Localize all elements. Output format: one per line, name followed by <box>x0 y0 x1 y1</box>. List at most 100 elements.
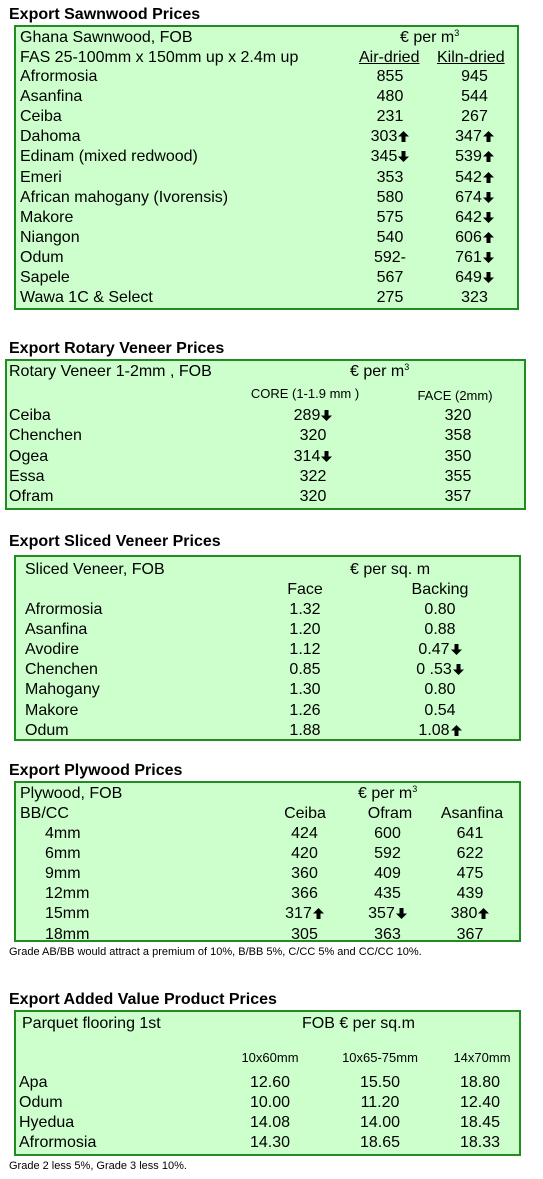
sliced-species: Asanfina <box>25 620 87 639</box>
sawnwood-air-price-text: 353 <box>376 168 404 186</box>
arrow-down-icon <box>452 664 464 676</box>
added-price-3: 18.33 <box>440 1133 520 1152</box>
sawnwood-air-price: 345 <box>350 147 430 166</box>
sawnwood-air-price-text: 580 <box>376 188 404 206</box>
sliced-species-text: Avodire <box>25 641 79 659</box>
added-price-3-text: 18.80 <box>459 1074 501 1091</box>
plywood-thickness: 6mm <box>45 844 81 863</box>
rotary-species-text: Ofram <box>9 488 54 506</box>
rotary-face-price: 355 <box>413 467 503 486</box>
plywood-ofram-price: 357 <box>345 904 430 923</box>
rotary-species-text: Ogea <box>9 447 49 465</box>
sliced-face-price: 1.12 <box>270 640 340 659</box>
sawnwood-species-text: Ceiba <box>20 108 62 126</box>
sawnwood-kiln-price-text: 674 <box>455 188 482 206</box>
rotary-face-price-text: 357 <box>444 488 472 506</box>
added-price-1: 12.60 <box>230 1073 310 1092</box>
sawnwood-kiln-price-text: 267 <box>461 108 488 126</box>
sliced-species-text: Odum <box>25 721 69 739</box>
added-price-1-text: 14.30 <box>249 1134 291 1152</box>
sliced-backing-price-text: 1.08 <box>418 721 450 739</box>
sawnwood-kiln-price: 267 <box>432 107 517 126</box>
sawnwood-kiln-price: 649 <box>432 268 517 287</box>
sawnwood-species: Sapele <box>20 268 70 287</box>
sliced-backing-price-text: 0.88 <box>424 621 456 639</box>
sawnwood-species-text: Niangon <box>20 228 80 246</box>
rotary-species: Essa <box>9 467 45 486</box>
arrow-down-icon <box>482 211 494 223</box>
plywood-ofram-price: 435 <box>345 884 430 903</box>
arrow-down-icon <box>482 251 494 263</box>
rotary-header: Rotary Veneer 1-2mm , FOB <box>9 363 212 380</box>
sawnwood-kiln-price-text: 347 <box>455 128 482 146</box>
plywood-ofram-price-text: 357 <box>368 905 395 923</box>
arrow-down-icon <box>321 410 333 421</box>
sliced-backing-price-text: 0 .53 <box>416 661 452 679</box>
rotary-face-price-text: 358 <box>444 427 472 445</box>
sawnwood-air-price-text: 345 <box>370 148 398 166</box>
sawnwood-kiln-price: 761 <box>432 248 517 267</box>
sliced-col-backing: Backing <box>411 581 469 598</box>
sliced-backing-price: 0 .53 <box>395 660 485 679</box>
added-species: Apa <box>19 1073 47 1092</box>
plywood-thickness: 9mm <box>45 864 81 883</box>
sliced-species-text: Chenchen <box>25 661 98 679</box>
sawnwood-kiln-price: 542 <box>432 168 517 187</box>
sawnwood-species-text: Odum <box>20 248 64 266</box>
plywood-thickness: 15mm <box>45 904 89 923</box>
added-species-text: Hyedua <box>19 1114 75 1132</box>
sawnwood-kiln-price: 544 <box>432 87 517 106</box>
added-species: Hyedua <box>19 1113 74 1132</box>
sawnwood-air-price: 592- <box>350 248 430 267</box>
sawnwood-kiln-price: 945 <box>432 67 517 86</box>
rotary-table <box>5 359 526 510</box>
arrow-down-icon <box>398 151 410 163</box>
sliced-face-price-text: 0.85 <box>289 661 321 679</box>
sliced-species-text: Asanfina <box>25 621 88 639</box>
sawnwood-title: Export Sawnwood Prices <box>9 6 201 23</box>
added-price-3-text: 18.45 <box>459 1114 501 1132</box>
added-species-text: Odum <box>19 1094 63 1112</box>
added-species-text: Apa <box>19 1074 48 1091</box>
sawnwood-species: African mahogany (Ivorensis) <box>20 188 228 207</box>
sliced-unit: € per sq. m <box>349 561 431 578</box>
sawnwood-kiln-price: 674 <box>432 188 517 207</box>
plywood-asanfina-price-text: 367 <box>456 925 484 943</box>
sawnwood-kiln-price-text: 945 <box>461 68 488 85</box>
sawnwood-kiln-price-text: 323 <box>461 289 488 307</box>
plywood-ofram-price-text: 600 <box>374 825 401 842</box>
sliced-backing-price-text: 0.47 <box>418 641 450 659</box>
added-unit: FOB € per sq.m <box>302 1015 415 1032</box>
plywood-asanfina-price: 367 <box>425 925 515 944</box>
sliced-backing-price: 0.47 <box>395 640 485 659</box>
plywood-ofram-price: 592 <box>345 844 430 863</box>
plywood-ceiba-price-text: 366 <box>291 885 318 903</box>
sliced-backing-price: 1.08 <box>395 721 485 740</box>
added-price-1: 14.08 <box>230 1113 310 1132</box>
plywood-asanfina-price: 380 <box>425 904 515 923</box>
plywood-title: Export Plywood Prices <box>9 762 183 779</box>
sawnwood-kiln-price: 347 <box>432 127 517 146</box>
sawnwood-air-price-text: 567 <box>376 269 404 286</box>
sawnwood-kiln-price-text: 642 <box>455 208 482 226</box>
plywood-thickness-text: 6mm <box>45 845 81 863</box>
arrow-down-icon <box>482 191 494 203</box>
plywood-ofram-price: 600 <box>345 824 430 843</box>
rotary-core-price-text: 320 <box>299 427 327 445</box>
sawnwood-air-price-text: 480 <box>376 88 404 106</box>
sliced-species: Afrormosia <box>25 600 102 619</box>
rotary-core-price: 289 <box>268 406 358 425</box>
plywood-thickness-text: 18mm <box>45 925 90 943</box>
added-price-3: 18.45 <box>440 1113 520 1132</box>
sawnwood-header: Ghana Sawnwood, FOB <box>20 29 193 46</box>
sawnwood-kiln-price: 539 <box>432 147 517 166</box>
sliced-backing-price: 0.54 <box>395 701 485 720</box>
sawnwood-species-text: Edinam (mixed redwood) <box>20 148 198 166</box>
arrow-up-icon <box>312 908 324 920</box>
sawnwood-air-price: 303 <box>350 127 430 146</box>
sliced-species: Odum <box>25 721 69 740</box>
plywood-ceiba-price: 360 <box>262 864 347 883</box>
sliced-species: Avodire <box>25 640 79 659</box>
sawnwood-air-price-text: 592- <box>373 248 407 266</box>
sliced-title: Export Sliced Veneer Prices <box>9 533 221 550</box>
